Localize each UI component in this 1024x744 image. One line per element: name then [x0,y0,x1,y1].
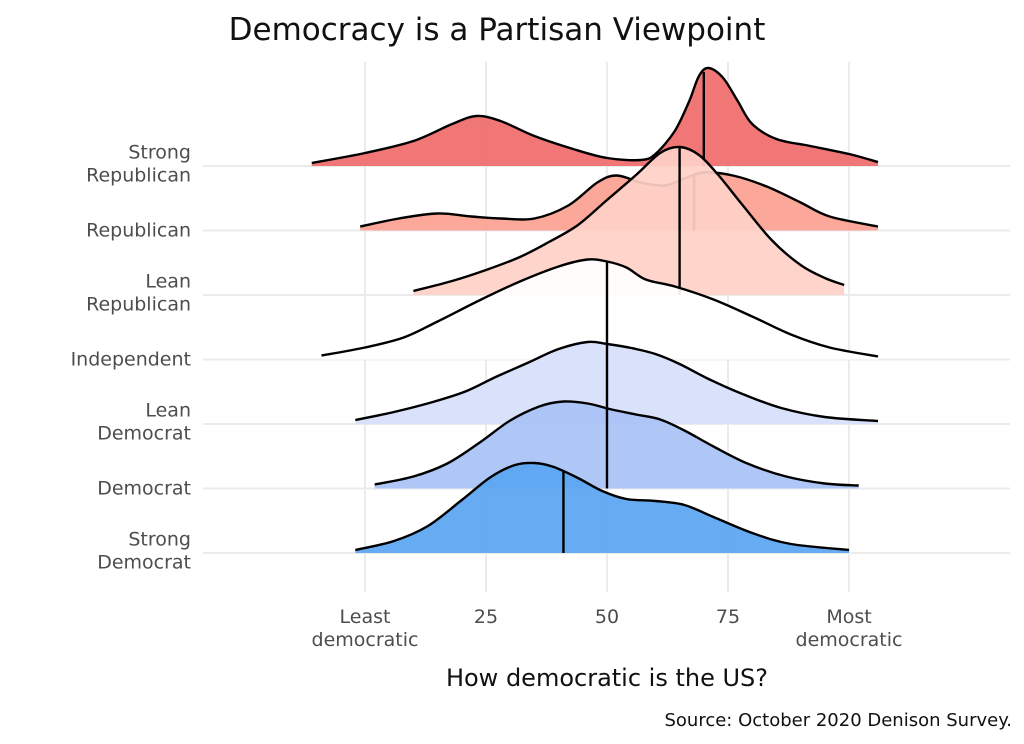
y-axis-label: Lean Democrat [97,400,191,445]
x-tick-label: Least democratic [312,606,419,651]
y-axis-label-line: Republican [86,220,191,242]
x-tick-label: 50 [595,606,619,628]
ridge-outline [359,171,879,228]
ridge-fill [311,67,879,166]
y-axis-label-line: Lean [145,271,191,293]
x-tick-label-line: 50 [595,606,619,628]
y-axis-label-line: Republican [86,294,191,316]
y-axis-label-line: Lean [145,400,191,422]
y-axis-label: Strong Democrat [97,529,191,574]
ridge-fill [321,259,879,360]
y-axis-label: Independent [71,349,191,371]
y-axis-label: Democrat [97,478,191,500]
chart-title: Democracy is a Partisan Viewpoint [229,12,766,48]
y-axis-label-line: Strong [128,142,191,164]
ridge-democrat [374,400,859,489]
ridge-outline [413,145,845,293]
ridge-outline [355,461,850,552]
ridges [311,66,879,553]
ridge-fill [355,341,879,424]
ridge-strong-republican [311,66,879,166]
x-tick-label-line: 75 [716,606,740,628]
ridge-fill [374,401,859,489]
ridge-outline [311,66,879,165]
x-tick-label-line: Least [340,606,391,628]
y-axis-label: Lean Republican [86,271,191,316]
ridge-lean-republican [413,145,845,295]
x-tick-label-line: Most [826,606,871,628]
x-tick-label-line: democratic [312,629,419,651]
x-tick-label: Most democratic [796,606,903,651]
y-axis-label: Strong Republican [86,142,191,187]
x-tick-label: 75 [716,606,740,628]
y-axis-label-line: Democrat [97,423,191,445]
ridge-fill [355,462,849,553]
y-axis-label-line: Independent [71,349,191,371]
caption: Source: October 2020 Denison Survey. [664,710,1012,731]
x-tick-label-line: 25 [474,606,498,628]
y-axis-label-line: Republican [86,165,191,187]
ridge-fill [413,146,845,295]
y-axis-label-line: Democrat [97,552,191,574]
x-tick-label: 25 [474,606,498,628]
y-axis-label: Republican [86,220,191,242]
ridge-outline [374,400,859,487]
x-axis-title: How democratic is the US? [446,664,768,692]
y-axis-label-line: Strong [128,529,191,551]
ridge-strong-democrat [355,461,850,553]
x-tick-label-line: democratic [796,629,903,651]
y-axis-label-line: Democrat [97,478,191,500]
